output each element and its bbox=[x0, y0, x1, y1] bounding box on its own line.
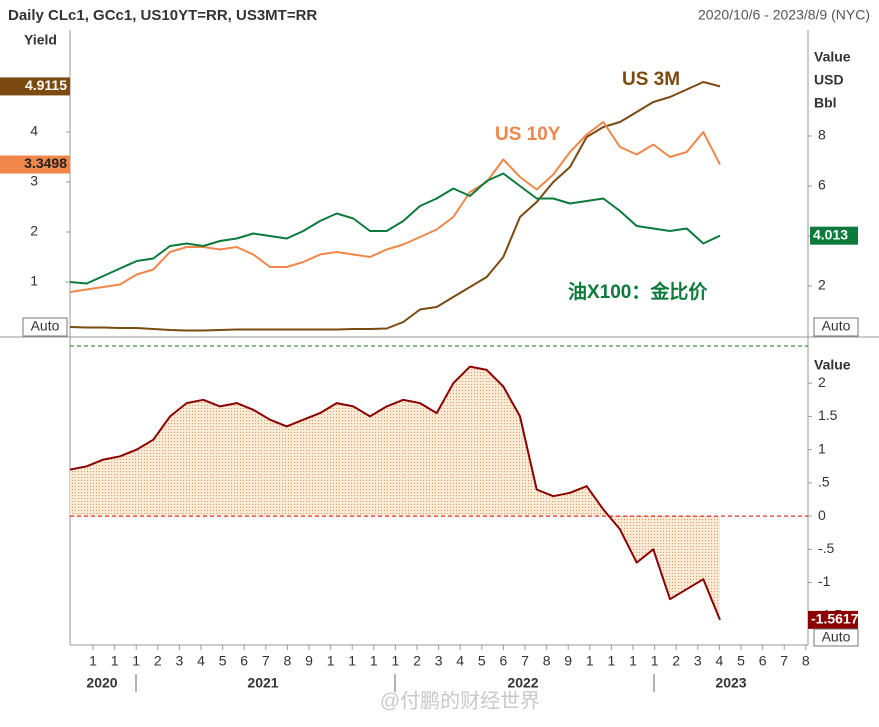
x-tick-label: 1 bbox=[89, 653, 97, 669]
series-annotation: 油X100：金比价 bbox=[568, 280, 708, 303]
last-value-box bbox=[808, 610, 858, 629]
x-tick-label: 1 bbox=[132, 653, 140, 669]
x-year-label: 2023 bbox=[715, 675, 746, 691]
y-tick-label: 1.5 bbox=[818, 407, 838, 423]
y2-tick-label: 8 bbox=[818, 127, 826, 143]
x-tick-label: 4 bbox=[456, 653, 464, 669]
last-value-box bbox=[0, 155, 70, 174]
last-value-label: 4.9115 bbox=[25, 77, 67, 93]
y-tick-label: -1 bbox=[818, 573, 831, 589]
x-tick-label: 1 bbox=[651, 653, 659, 669]
x-tick-label: 1 bbox=[392, 653, 400, 669]
scale-mode[interactable]: Auto bbox=[822, 629, 851, 645]
y-tick-label: -.5 bbox=[818, 540, 835, 556]
x-tick-label: 1 bbox=[608, 653, 616, 669]
scale-mode[interactable]: Auto bbox=[31, 318, 60, 334]
scale-button[interactable] bbox=[22, 317, 68, 337]
scale-button[interactable] bbox=[813, 628, 859, 647]
area-fill bbox=[70, 366, 720, 620]
x-tick-label: 7 bbox=[780, 653, 788, 669]
x-tick-label: 6 bbox=[759, 653, 767, 669]
x-tick-label: 1 bbox=[111, 653, 119, 669]
x-tick-label: 2 bbox=[154, 653, 162, 669]
x-tick-label: 8 bbox=[802, 653, 810, 669]
x-tick-label: 4 bbox=[716, 653, 724, 669]
line-series bbox=[69, 81, 721, 332]
x-tick-label: 5 bbox=[478, 653, 486, 669]
last-value-box bbox=[0, 77, 70, 96]
x-year-label: 2022 bbox=[507, 675, 538, 691]
x-tick-label: 3 bbox=[435, 653, 443, 669]
series-annotation: US 10Y bbox=[495, 124, 561, 145]
chart-subtitle: 2020/10/6 - 2023/8/9 (NYC) bbox=[698, 7, 870, 23]
y-tick-label: 1 bbox=[818, 440, 826, 456]
y2-axis-label: Bbl bbox=[814, 95, 837, 111]
x-tick-label: 8 bbox=[284, 653, 292, 669]
y2-axis-label: USD bbox=[814, 72, 844, 88]
x-tick-label: 1 bbox=[586, 653, 594, 669]
x-tick-label: 5 bbox=[737, 653, 745, 669]
x-tick-label: 6 bbox=[500, 653, 508, 669]
x-tick-label: 1 bbox=[348, 653, 356, 669]
last-value-label: 4.013 bbox=[813, 226, 848, 242]
x-year-label: 2020 bbox=[86, 675, 117, 691]
x-tick-label: 3 bbox=[176, 653, 184, 669]
y-tick-label: 2 bbox=[30, 223, 38, 239]
scale-button[interactable] bbox=[813, 317, 859, 337]
x-tick-label: 2 bbox=[672, 653, 680, 669]
y2-tick-label: 6 bbox=[818, 177, 826, 193]
y2-axis-label: Value bbox=[814, 49, 851, 65]
y-tick-label: 3 bbox=[30, 173, 38, 189]
series-annotation: US 3M bbox=[622, 69, 680, 90]
y-axis-label: Value bbox=[814, 357, 851, 373]
x-tick-label: 9 bbox=[305, 653, 313, 669]
y2-tick-label: 2 bbox=[818, 277, 826, 293]
y-tick-label: 1 bbox=[30, 273, 38, 289]
last-value-box bbox=[810, 226, 858, 245]
chart-title: Daily CLc1, GCc1, US10YT=RR, US3MT=RR bbox=[8, 7, 317, 24]
watermark: @付鹏的财经世界 bbox=[380, 689, 540, 712]
y-tick-label: 4 bbox=[30, 123, 38, 139]
x-tick-label: 8 bbox=[543, 653, 551, 669]
line-series bbox=[69, 121, 721, 293]
x-tick-label: 2 bbox=[413, 653, 421, 669]
x-tick-label: 1 bbox=[370, 653, 378, 669]
x-tick-label: 4 bbox=[197, 653, 205, 669]
x-year-label: 2021 bbox=[247, 675, 278, 691]
line-series bbox=[69, 365, 721, 621]
x-tick-label: 1 bbox=[629, 653, 637, 669]
scale-mode[interactable]: Auto bbox=[822, 318, 851, 334]
y-axis-label: Yield bbox=[24, 32, 57, 48]
y-tick-label: .5 bbox=[818, 474, 830, 490]
x-tick-label: 7 bbox=[262, 653, 270, 669]
y-tick-label: 0 bbox=[818, 507, 826, 523]
x-tick-label: 1 bbox=[327, 653, 335, 669]
x-tick-label: 9 bbox=[564, 653, 572, 669]
last-value-label: 3.3498 bbox=[24, 155, 67, 171]
line-series bbox=[69, 172, 721, 285]
y-tick-label: 2 bbox=[818, 374, 826, 390]
x-tick-label: 3 bbox=[694, 653, 702, 669]
x-tick-label: 5 bbox=[219, 653, 227, 669]
last-value-label: -1.5617 bbox=[811, 611, 859, 627]
x-tick-label: 6 bbox=[240, 653, 248, 669]
x-tick-label: 7 bbox=[521, 653, 529, 669]
